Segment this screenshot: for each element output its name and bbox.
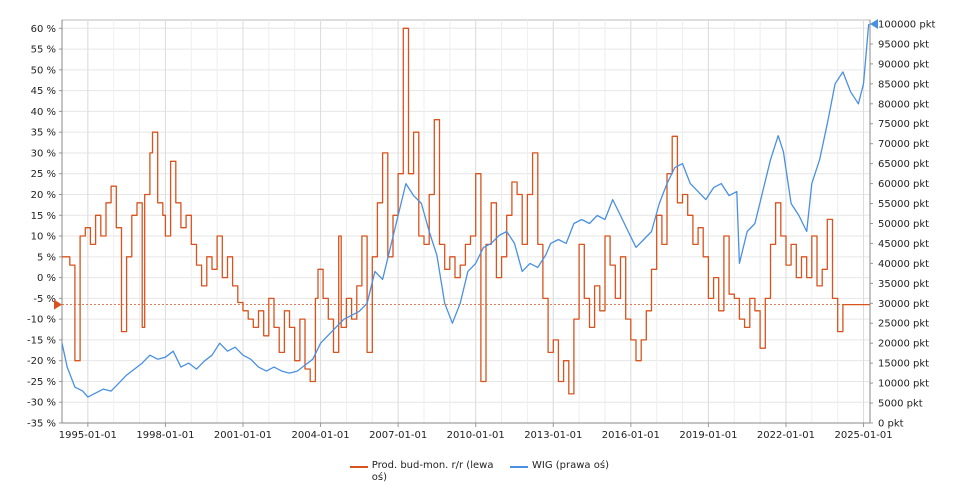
left-tick-label: 5 %: [37, 252, 56, 263]
x-tick-label: 2004-01-01: [291, 430, 349, 441]
right-tick-label: 70000 pkt: [878, 139, 929, 150]
marker-prod: [54, 299, 62, 310]
left-tick-label: -25 %: [27, 377, 56, 388]
legend-label-prod: Prod. bud-mon. r/r (lewa oś): [371, 460, 494, 483]
x-tick-label: 1998-01-01: [136, 430, 194, 441]
left-tick-label: 55 %: [31, 45, 56, 56]
right-tick-label: 10000 pkt: [878, 379, 929, 390]
right-tick-label: 90000 pkt: [878, 59, 929, 70]
x-tick-label: 1995-01-01: [59, 430, 117, 441]
right-tick-label: 15000 pkt: [878, 359, 929, 370]
legend-item-wig[interactable]: WIG (prawa oś): [510, 460, 620, 472]
grid: [61, 19, 871, 424]
left-tick-label: -30 %: [27, 398, 56, 409]
right-tick-label: 80000 pkt: [878, 99, 929, 110]
plot-area: [61, 19, 871, 424]
marker-wig: [870, 18, 878, 29]
left-tick-label: -35 %: [27, 419, 56, 430]
right-tick-label: 30000 pkt: [878, 299, 929, 310]
legend-item-prod[interactable]: Prod. bud-mon. r/r (lewa oś): [350, 460, 510, 484]
axes: 60 % 55 % 50 % 45 % 40 % 35 % 30 % 25 % 20 % 15 %…: [27, 19, 936, 441]
right-tick-label: 95000 pkt: [878, 39, 929, 50]
left-tick-label: 45 %: [31, 86, 56, 97]
x-tick-label: 2025-01-01: [834, 430, 892, 441]
series-line-wig: [61, 23, 870, 398]
right-tick-label: 55000 pkt: [878, 199, 929, 210]
right-tick-label: 35000 pkt: [878, 279, 929, 290]
legend: Prod. bud-mon. r/r (lewa oś) WIG (prawa …: [350, 460, 620, 490]
right-tick-label: 20000 pkt: [878, 339, 929, 350]
right-tick-label: 60000 pkt: [878, 179, 929, 190]
x-tick-label: 2010-01-01: [447, 430, 505, 441]
right-tick-label: 75000 pkt: [878, 119, 929, 130]
left-tick-label: 20 %: [31, 190, 56, 201]
left-tick-label: 15 %: [31, 211, 56, 222]
left-tick-label: 10 %: [31, 232, 56, 243]
right-tick-label: 65000 pkt: [878, 159, 929, 170]
left-tick-label: -20 %: [27, 356, 56, 367]
right-tick-label: 40000 pkt: [878, 259, 929, 270]
left-tick-label: 35 %: [31, 128, 56, 139]
current-value-markers: [54, 18, 878, 310]
right-tick-label: 5000 pkt: [878, 399, 923, 410]
x-tick-label: 2022-01-01: [757, 430, 815, 441]
x-tick-label: 2016-01-01: [602, 430, 660, 441]
left-tick-label: 50 %: [31, 65, 56, 76]
left-tick-label: 0 %: [37, 273, 56, 284]
right-tick-label: 100000 pkt: [878, 19, 935, 30]
left-tick-label: 30 %: [31, 148, 56, 159]
right-tick-label: 45000 pkt: [878, 239, 929, 250]
left-tick-label: 25 %: [31, 169, 56, 180]
x-tick-label: 2013-01-01: [524, 430, 582, 441]
legend-swatch-prod: [350, 466, 368, 468]
x-tick-label: 2019-01-01: [679, 430, 737, 441]
right-tick-label: 85000 pkt: [878, 79, 929, 90]
left-tick-label: -5 %: [33, 294, 56, 305]
left-tick-label: -10 %: [27, 315, 56, 326]
left-tick-label: -15 %: [27, 335, 56, 346]
right-tick-label: 0 pkt: [878, 419, 904, 430]
x-tick-label: 2007-01-01: [369, 430, 427, 441]
left-tick-label: 40 %: [31, 107, 56, 118]
right-tick-label: 50000 pkt: [878, 219, 929, 230]
legend-swatch-wig: [510, 466, 528, 468]
left-tick-label: 60 %: [31, 24, 56, 35]
series-line-prod: [62, 27, 870, 395]
legend-label-wig: WIG (prawa oś): [532, 460, 609, 471]
series-lines: [61, 23, 870, 398]
right-tick-label: 25000 pkt: [878, 319, 929, 330]
x-tick-label: 2001-01-01: [214, 430, 272, 441]
